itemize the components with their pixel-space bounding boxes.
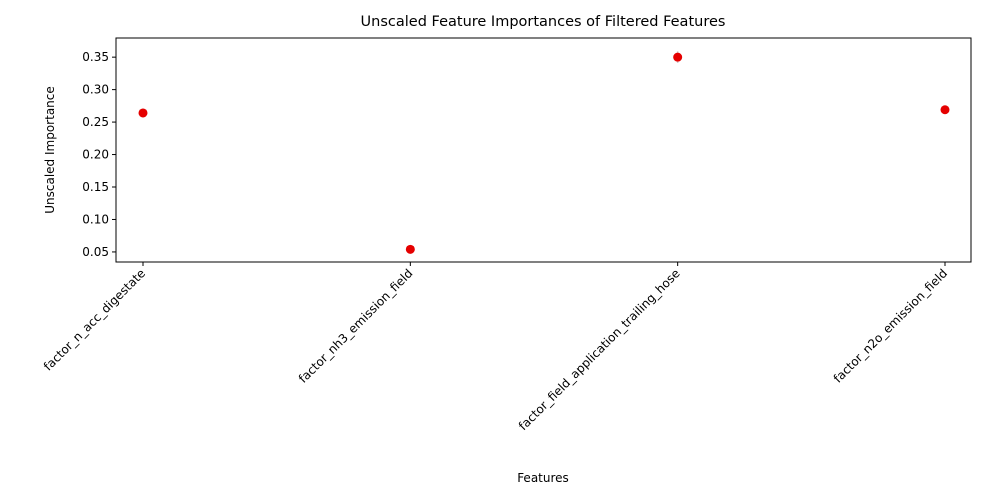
y-tick-label: 0.05 [82, 245, 109, 259]
data-point [138, 108, 148, 118]
y-tick-label: 0.10 [82, 212, 109, 226]
data-points [138, 52, 950, 254]
plot-area-frame [115, 37, 972, 263]
chart-title: Unscaled Feature Importances of Filtered… [361, 14, 726, 30]
y-tick-label: 0.20 [82, 148, 109, 162]
y-axis-label: Unscaled Importance [43, 86, 57, 214]
y-axis: 0.05 0.10 0.15 0.20 0.25 0.30 0.35 [82, 50, 116, 259]
y-tick-label: 0.30 [82, 83, 109, 97]
y-tick-label: 0.15 [82, 180, 109, 194]
y-tick-label: 0.35 [82, 50, 109, 64]
data-point [673, 52, 683, 62]
data-point [405, 244, 415, 254]
data-point [940, 105, 950, 115]
x-axis-label: Features [517, 471, 569, 485]
y-tick-label: 0.25 [82, 115, 109, 129]
